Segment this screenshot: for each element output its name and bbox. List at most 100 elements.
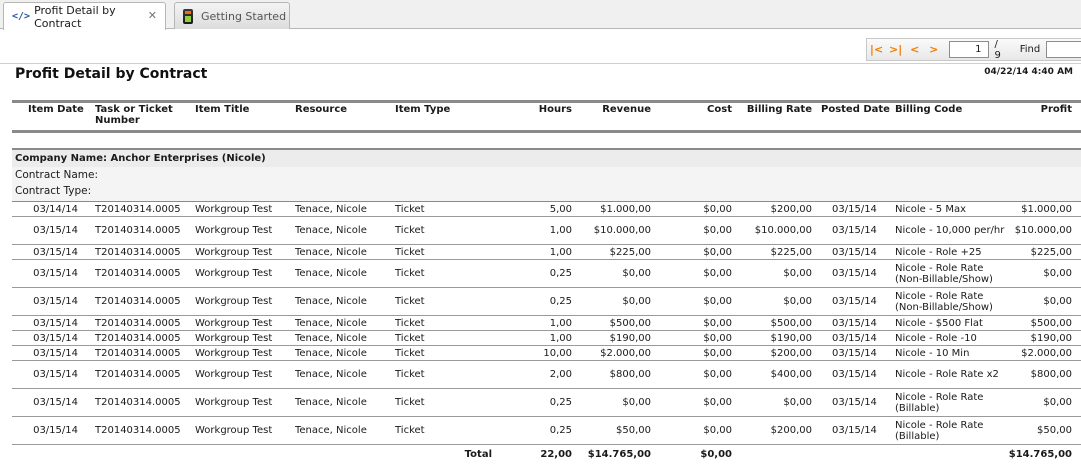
table-row: 03/14/14 T20140314.0005 Workgroup Test Tena… — [12, 202, 1081, 217]
total-cost: $0,00 — [700, 449, 732, 460]
tab-getting-started[interactable]: Getting Started — [174, 2, 290, 29]
cell-item-title: Workgroup Test — [195, 347, 273, 359]
cell-item-date: 03/15/14 — [33, 369, 78, 380]
cell-billing-code: Nicole - Role Rate (Billable) — [895, 419, 984, 442]
cell-billing-rate: $10.000,00 — [754, 225, 812, 236]
cell-resource: Tenace, Nicole — [295, 369, 367, 380]
cell-resource: Tenace, Nicole — [295, 225, 367, 236]
cell-item-type: Ticket — [395, 296, 425, 307]
table-row: 03/15/14 T20140314.0005 Workgroup Test Tena… — [12, 245, 1081, 260]
cell-posted-date: 03/15/14 — [832, 425, 877, 436]
cell-ticket-number: T20140314.0005 — [95, 203, 181, 215]
totals-row: Total 22,00 $14.765,00 $0,00 $14.765,00 — [12, 445, 1081, 464]
cell-hours: 0,25 — [549, 296, 572, 307]
cell-item-type: Ticket — [395, 203, 425, 215]
cell-item-type: Ticket — [395, 425, 425, 436]
cell-profit: $0,00 — [1043, 296, 1072, 307]
column-header-revenue: Revenue — [602, 104, 651, 115]
total-label: Total — [464, 449, 492, 460]
table-row: 03/15/14 T20140314.0005 Workgroup Test Tena… — [12, 217, 1081, 245]
cell-posted-date: 03/15/14 — [832, 332, 877, 344]
total-hours: 22,00 — [540, 449, 572, 460]
cell-posted-date: 03/15/14 — [832, 317, 877, 329]
cell-billing-code: Nicole - $500 Flat — [895, 317, 983, 329]
cell-billing-code: Nicole - 10,000 per/hr — [895, 225, 1005, 236]
cell-hours: 1,00 — [549, 246, 572, 258]
cell-hours: 0,25 — [549, 268, 572, 279]
cell-billing-code: Nicole - 10 Min — [895, 347, 970, 359]
cell-resource: Tenace, Nicole — [295, 317, 367, 329]
cell-billing-code: Nicole - Role Rate (Non-Billable/Show) — [895, 290, 993, 313]
cell-profit: $225,00 — [1030, 246, 1072, 258]
column-header-profit: Profit — [1040, 104, 1072, 115]
cell-hours: 0,25 — [549, 397, 572, 408]
cell-item-type: Ticket — [395, 225, 425, 236]
find-input[interactable] — [1046, 41, 1081, 58]
tab-profit-detail[interactable]: </> Profit Detail by Contract ✕ — [3, 2, 166, 30]
cell-revenue: $0,00 — [622, 397, 651, 408]
cell-hours: 1,00 — [549, 332, 572, 344]
toolbar-divider — [0, 63, 1081, 64]
cell-billing-code: Nicole - Role Rate (Billable) — [895, 391, 984, 414]
find-label: Find — [1019, 44, 1041, 55]
cell-posted-date: 03/15/14 — [832, 268, 877, 279]
cell-posted-date: 03/15/14 — [832, 246, 877, 258]
cell-revenue: $225,00 — [609, 246, 651, 258]
cell-revenue: $10.000,00 — [593, 225, 651, 236]
cell-profit: $2.000,00 — [1021, 347, 1072, 359]
cell-item-date: 03/15/14 — [33, 425, 78, 436]
cell-billing-rate: $200,00 — [770, 425, 812, 436]
cell-resource: Tenace, Nicole — [295, 296, 367, 307]
traffic-light-icon — [183, 8, 193, 24]
cell-billing-rate: $225,00 — [770, 246, 812, 258]
cell-profit: $500,00 — [1030, 317, 1072, 329]
column-header-billing-rate: Billing Rate — [746, 104, 812, 115]
cell-ticket-number: T20140314.0005 — [95, 332, 181, 344]
cell-ticket-number: T20140314.0005 — [95, 296, 181, 307]
cell-profit: $800,00 — [1030, 369, 1072, 380]
page-number-input[interactable]: 1 — [949, 41, 989, 58]
last-page-icon[interactable]: >| — [889, 43, 903, 56]
cell-billing-rate: $0,00 — [783, 296, 812, 307]
cell-item-title: Workgroup Test — [195, 225, 273, 236]
report-date: 04/22/14 4:40 AM — [984, 67, 1073, 77]
cell-ticket-number: T20140314.0005 — [95, 246, 181, 258]
cell-item-date: 03/15/14 — [33, 397, 78, 408]
table-row: 03/15/14 T20140314.0005 Workgroup Test Tena… — [12, 346, 1081, 361]
cell-billing-rate: $190,00 — [770, 332, 812, 344]
tab-label: Getting Started — [201, 9, 287, 23]
column-header-resource: Resource — [295, 104, 348, 115]
cell-ticket-number: T20140314.0005 — [95, 369, 181, 380]
cell-cost: $0,00 — [703, 332, 732, 344]
column-header-hours: Hours — [538, 104, 572, 115]
cell-revenue: $190,00 — [609, 332, 651, 344]
cell-item-date: 03/15/14 — [33, 317, 78, 329]
cell-item-title: Workgroup Test — [195, 369, 273, 380]
next-page-icon[interactable]: > — [929, 43, 939, 56]
cell-item-title: Workgroup Test — [195, 397, 273, 408]
table-row: 03/15/14 T20140314.0005 Workgroup Test Tena… — [12, 389, 1081, 417]
cell-item-title: Workgroup Test — [195, 246, 273, 258]
cell-profit: $0,00 — [1043, 397, 1072, 408]
cell-billing-code: Nicole - Role -10 — [895, 332, 977, 344]
profit-detail-table: 03/14/14 T20140314.0005 Workgroup Test Tena… — [12, 201, 1081, 464]
cell-resource: Tenace, Nicole — [295, 425, 367, 436]
cell-hours: 2,00 — [549, 369, 572, 380]
cell-item-title: Workgroup Test — [195, 332, 273, 344]
cell-resource: Tenace, Nicole — [295, 332, 367, 344]
cell-hours: 0,25 — [549, 425, 572, 436]
cell-cost: $0,00 — [703, 268, 732, 279]
tab-bar: </> Profit Detail by Contract ✕ Getting … — [0, 0, 1081, 30]
contract-name-label: Contract Name: — [15, 169, 99, 181]
close-icon[interactable]: ✕ — [147, 9, 157, 22]
cell-revenue: $800,00 — [609, 369, 651, 380]
first-page-icon[interactable]: |< — [869, 43, 884, 56]
column-header-cost: Cost — [707, 104, 732, 115]
cell-cost: $0,00 — [703, 225, 732, 236]
table-row: 03/15/14 T20140314.0005 Workgroup Test Tena… — [12, 361, 1081, 389]
cell-item-type: Ticket — [395, 317, 425, 329]
cell-cost: $0,00 — [703, 246, 732, 258]
cell-cost: $0,00 — [703, 369, 732, 380]
previous-page-icon[interactable]: < — [910, 43, 920, 56]
cell-item-type: Ticket — [395, 369, 425, 380]
